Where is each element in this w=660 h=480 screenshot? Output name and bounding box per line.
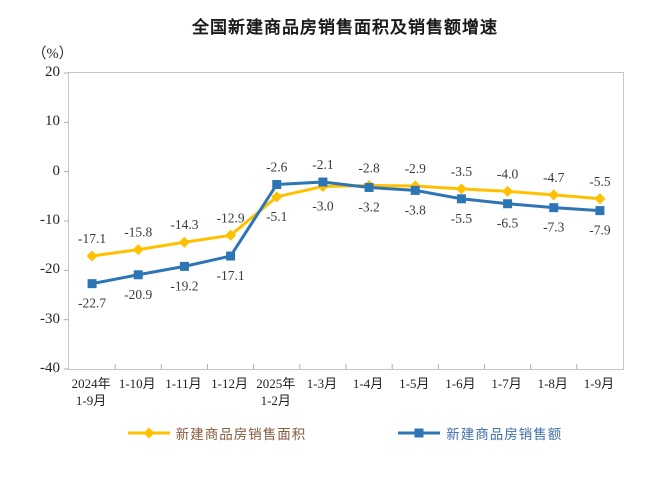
data-label: -5.1 (266, 209, 287, 224)
series-line-amount (91, 180, 601, 286)
data-label: -3.2 (358, 199, 379, 214)
marker-square-amount (549, 203, 559, 213)
legend-marker-square-icon (398, 428, 441, 438)
marker-diamond-area (271, 191, 283, 203)
data-label: -4.7 (543, 170, 565, 185)
marker-square-amount (364, 182, 374, 192)
marker-square-amount (595, 206, 605, 216)
marker-square-amount (133, 270, 143, 280)
data-label: -15.8 (124, 225, 152, 240)
y-tick-label: -40 (40, 360, 60, 376)
chart-title: 全国新建商品房销售面积及销售额增速 (192, 18, 498, 37)
x-tick-label: 1-6月 (445, 376, 476, 391)
x-tick-label: 1-4月 (352, 376, 384, 391)
line-chart-canvas: -17.1 -22.7 -15.8 -20.9 -14.3 -19.2 -12.9 -17.1… (64, 72, 611, 370)
legend-label-amount: 新建商品房销售额 (446, 427, 563, 442)
y-tick-label: 20 (45, 64, 60, 80)
x-tick-label: 2024年 1-9月 (71, 376, 111, 408)
legend-item-area: 新建商品房销售面积 (127, 423, 307, 443)
data-label: -4.0 (497, 166, 519, 181)
y-tick-label: -30 (40, 310, 60, 327)
marker-diamond-area (178, 236, 190, 248)
data-label: -2.1 (312, 157, 333, 172)
marker-square-amount (226, 251, 236, 261)
marker-diamond-area (455, 183, 467, 195)
x-tick-label: 1-7月 (491, 376, 522, 391)
marker-square-amount (456, 194, 466, 204)
y-tick-label: 10 (45, 113, 60, 130)
legend-marker-diamond-icon (127, 427, 170, 439)
data-label: -17.1 (217, 268, 245, 283)
y-tick-label: 0 (52, 162, 61, 179)
series-line-area (91, 183, 601, 258)
data-label: -5.5 (451, 211, 473, 226)
x-tick-label: 1-5月 (399, 376, 430, 391)
data-label: -6.5 (497, 216, 519, 231)
data-label: -7.3 (543, 220, 565, 235)
data-label: -3.8 (405, 202, 427, 217)
legend-label-area: 新建商品房销售面积 (175, 427, 307, 442)
x-tick-label: 2025年 1-2月 (256, 376, 296, 408)
chart-legend: 新建商品房销售面积 新建商品房销售额 (68, 423, 622, 443)
plot-area: -17.1 -22.7 -15.8 -20.9 -14.3 -19.2 -12.9 -17.1… (64, 72, 624, 370)
data-label: -3.0 (312, 198, 334, 213)
data-label: -14.3 (170, 217, 198, 232)
x-tick-label: 1-12月 (211, 376, 248, 391)
y-tick-label: -20 (40, 261, 60, 278)
y-axis-unit-label: （%） (32, 46, 74, 62)
marker-diamond-area (225, 229, 237, 241)
legend-item-amount: 新建商品房销售额 (398, 423, 562, 443)
marker-square-amount (87, 279, 97, 289)
data-label: -12.9 (217, 210, 245, 225)
marker-diamond-area (594, 193, 606, 205)
data-label: -2.8 (358, 160, 380, 175)
marker-square-amount (179, 261, 189, 271)
marker-square-amount (410, 185, 420, 195)
x-tick-label: 1-9月 (583, 376, 615, 391)
marker-diamond-area (132, 244, 144, 256)
marker-diamond-area (548, 189, 560, 201)
data-label: -7.9 (589, 223, 611, 238)
marker-diamond-area (86, 250, 98, 262)
data-label: -19.2 (170, 278, 198, 293)
marker-square-amount (272, 179, 282, 189)
data-label: -22.7 (78, 296, 106, 311)
x-tick-label: 1-3月 (306, 376, 338, 391)
marker-square-amount (318, 177, 328, 187)
data-label: -2.9 (405, 161, 427, 176)
data-label: -5.5 (589, 174, 611, 189)
x-tick-label: 1-10月 (118, 376, 156, 391)
marker-square-amount (503, 199, 513, 209)
x-tick-label: 1-8月 (537, 376, 568, 391)
marker-diamond-area (502, 185, 514, 197)
x-tick-label: 1-11月 (165, 376, 202, 391)
data-label: -2.6 (266, 159, 288, 174)
data-label: -17.1 (78, 231, 106, 246)
y-tick-label: -10 (40, 212, 60, 228)
data-label: -20.9 (124, 287, 152, 302)
data-label: -3.5 (451, 164, 473, 179)
